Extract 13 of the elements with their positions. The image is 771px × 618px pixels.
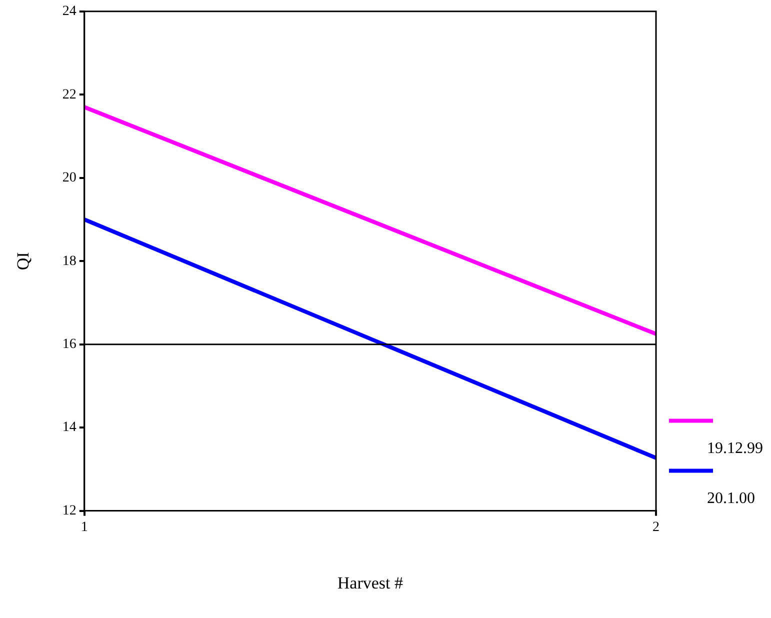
y-tick-label: 24 xyxy=(62,4,76,20)
y-tick-label: 22 xyxy=(62,87,76,102)
y-tick-label: 12 xyxy=(62,503,76,518)
y-tick-label: 18 xyxy=(62,254,76,269)
x-axis-title: Harvest # xyxy=(337,573,404,592)
y-tick-label: 14 xyxy=(62,420,76,436)
y-tick-label: 20 xyxy=(62,170,76,186)
y-axis-title: QI xyxy=(14,252,33,270)
y-tick-label: 16 xyxy=(62,337,76,352)
x-tick-label: 2 xyxy=(652,520,660,535)
legend-label: 20.1.00 xyxy=(707,490,755,508)
x-tick-label: 1 xyxy=(80,520,88,535)
legend-label: 19.12.99 xyxy=(707,440,763,458)
